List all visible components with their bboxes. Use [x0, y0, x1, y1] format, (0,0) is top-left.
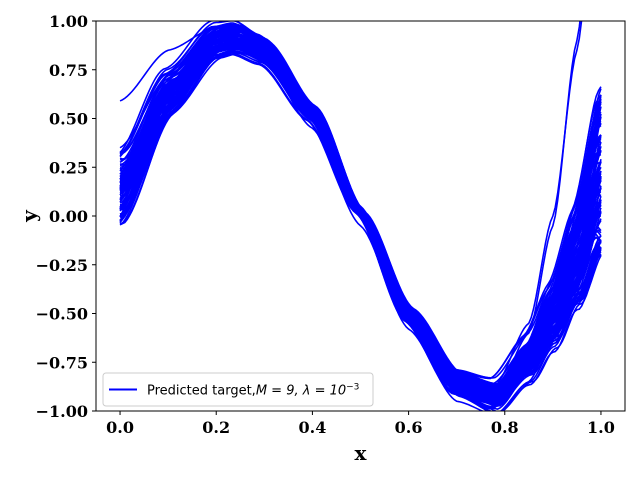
legend-label-exponent: −3	[346, 383, 359, 393]
legend-label: Predicted target,M = 9, λ = 10−3	[147, 383, 359, 399]
y-tick-label: 0.00	[49, 207, 88, 226]
x-tick-label: 0.6	[395, 418, 423, 437]
y-tick-label: −0.50	[36, 305, 88, 324]
y-tick-label: −1.00	[36, 402, 88, 421]
y-tick-label: 0.25	[49, 158, 88, 177]
x-tick-label: 0.4	[298, 418, 326, 437]
legend-label-main: Predicted target,	[147, 384, 256, 399]
series-line-key-2	[119, 21, 581, 397]
y-tick-label: −0.75	[36, 353, 88, 372]
legend: Predicted target,M = 9, λ = 10−3	[102, 372, 374, 407]
y-tick-label: 0.75	[49, 61, 88, 80]
y-axis-label: y	[17, 209, 41, 223]
x-tick-label: 0.2	[202, 418, 230, 437]
series-line-57	[119, 50, 602, 391]
x-tick-label: 0.0	[106, 418, 134, 437]
x-tick-label: 1.0	[587, 418, 615, 437]
y-axis-ticks: 1.00 0.75 0.50 0.25 0.00 −0.25 −0.50 −0.75 −1.00	[36, 12, 96, 421]
series-line-key-0	[119, 29, 602, 403]
series-line-key-1	[119, 21, 583, 387]
y-tick-label: 0.50	[49, 110, 88, 129]
series-lines	[119, 21, 602, 411]
x-axis-ticks: 0.0 0.2 0.4 0.6 0.8 1.0	[106, 411, 615, 437]
legend-label-math: M = 9, λ = 10	[256, 384, 346, 399]
y-tick-label: −0.25	[36, 256, 88, 275]
x-tick-label: 0.8	[491, 418, 519, 437]
y-tick-label: 1.00	[49, 12, 88, 31]
series-line-key-3	[119, 45, 602, 411]
legend-box	[102, 372, 374, 407]
x-axis-label: x	[355, 441, 368, 465]
